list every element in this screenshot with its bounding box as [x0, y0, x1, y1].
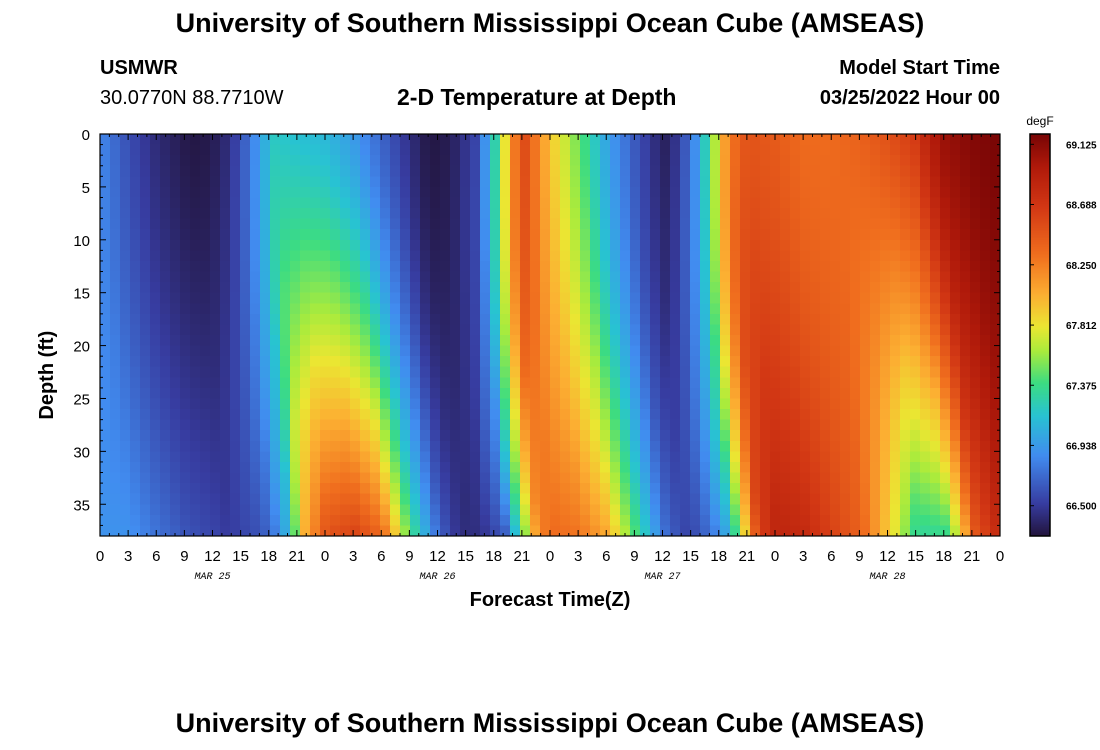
date-label: MAR 27	[644, 572, 680, 583]
x-tick-label: 18	[485, 548, 502, 565]
colorbar-tick-label: 68.688	[1066, 200, 1097, 211]
chart-title: University of Southern Mississippi Ocean…	[175, 8, 925, 38]
colorbar-frame	[1029, 133, 1051, 537]
x-tick-label: 12	[429, 548, 446, 565]
y-tick-label: 30	[73, 444, 90, 461]
colorbar	[1030, 134, 1050, 536]
x-tick-label: 15	[232, 548, 249, 565]
colorbar-tick-label: 67.375	[1066, 381, 1097, 392]
x-tick-label: 6	[602, 548, 610, 565]
y-tick-label: 5	[82, 180, 90, 197]
colorbar-tick-label: 66.500	[1066, 502, 1097, 513]
x-tick-label: 0	[771, 548, 779, 565]
x-tick-label: 0	[96, 548, 104, 565]
x-tick-label: 18	[260, 548, 277, 565]
footer-title: University of Southern Mississippi Ocean…	[175, 708, 925, 738]
y-tick-label: 20	[73, 339, 90, 356]
x-tick-label: 15	[457, 548, 474, 565]
x-tick-label: 12	[204, 548, 221, 565]
x-tick-label: 3	[124, 548, 132, 565]
x-tick-label: 6	[827, 548, 835, 565]
x-tick-label: 0	[546, 548, 554, 565]
x-tick-label: 3	[799, 548, 807, 565]
y-tick-label: 25	[73, 391, 90, 408]
x-tick-label: 18	[710, 548, 727, 565]
date-label: MAR 25	[194, 572, 230, 583]
temperature-heatmap	[100, 134, 1000, 536]
plot-frame	[99, 133, 1001, 537]
y-tick-label: 15	[73, 286, 90, 303]
x-tick-label: 0	[996, 548, 1004, 565]
x-tick-label: 21	[964, 548, 981, 565]
x-tick-label: 12	[654, 548, 671, 565]
model-start-label: Model Start Time	[839, 57, 1000, 79]
x-tick-label: 18	[935, 548, 952, 565]
x-tick-label: 9	[180, 548, 188, 565]
colorbar-unit: degF	[1026, 114, 1053, 128]
station-id: USMWR	[100, 57, 178, 79]
x-tick-label: 21	[514, 548, 531, 565]
model-start-value: 03/25/2022 Hour 00	[819, 87, 1000, 109]
x-tick-label: 6	[377, 548, 385, 565]
date-label: MAR 26	[419, 572, 455, 583]
x-axis-label: Forecast Time(Z)	[470, 589, 631, 611]
colorbar-tick-label: 69.125	[1066, 140, 1097, 151]
y-tick-label: 35	[73, 497, 90, 514]
colorbar-tick-label: 67.812	[1066, 321, 1097, 332]
x-tick-label: 12	[879, 548, 896, 565]
x-tick-label: 15	[682, 548, 699, 565]
x-tick-label: 21	[739, 548, 756, 565]
x-tick-label: 3	[574, 548, 582, 565]
x-tick-label: 9	[630, 548, 638, 565]
colorbar-tick-label: 68.250	[1066, 261, 1097, 272]
x-tick-label: 9	[855, 548, 863, 565]
y-axis-label: Depth (ft)	[36, 331, 58, 420]
x-tick-label: 3	[349, 548, 357, 565]
date-label: MAR 28	[869, 572, 905, 583]
x-tick-label: 6	[152, 548, 160, 565]
y-tick-label: 0	[82, 127, 90, 144]
station-coordinates: 30.0770N 88.7710W	[100, 87, 284, 109]
plot-title: 2-D Temperature at Depth	[397, 84, 677, 110]
y-tick-label: 10	[73, 233, 90, 250]
x-tick-label: 0	[321, 548, 329, 565]
x-tick-label: 15	[907, 548, 924, 565]
x-tick-label: 9	[405, 548, 413, 565]
colorbar-tick-label: 66.938	[1066, 441, 1097, 452]
x-tick-label: 21	[289, 548, 306, 565]
